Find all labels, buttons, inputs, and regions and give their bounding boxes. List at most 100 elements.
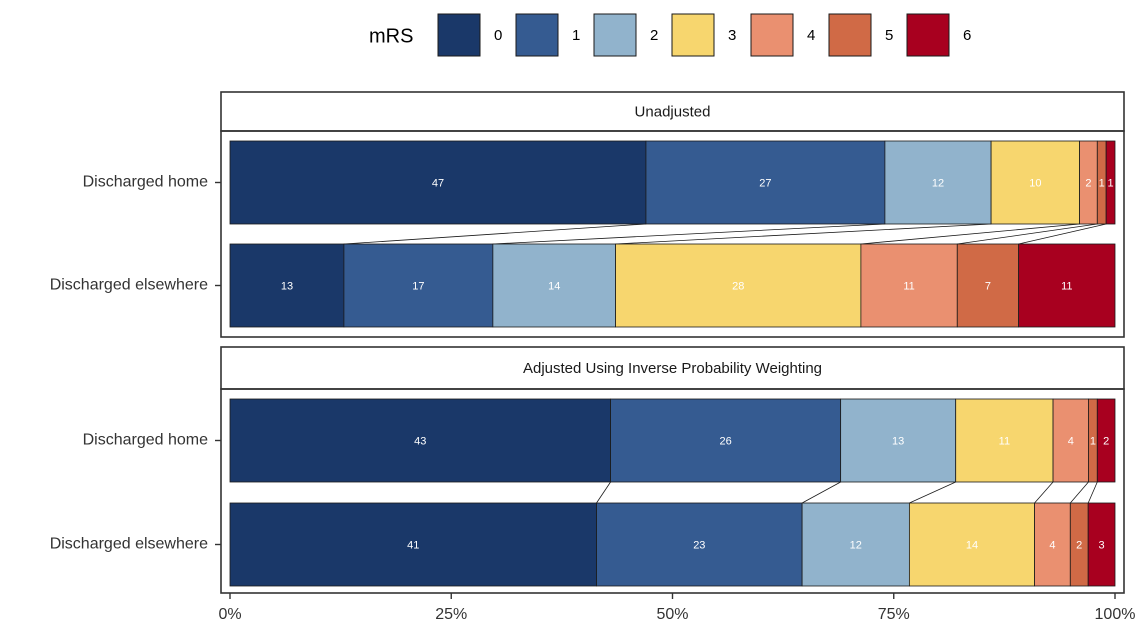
legend-label-6: 6 <box>963 27 971 44</box>
data-label: 2 <box>1085 177 1091 189</box>
legend-key-1 <box>515 13 559 57</box>
x-tick-label: 25% <box>435 606 467 623</box>
bar-row-discharged-elsewhere: 41 23 12 14 4 2 3 <box>229 502 1116 587</box>
bar-segment-mrs-2 <box>840 398 957 483</box>
bar-row-discharged-home: 47 27 12 10 2 1 1 <box>229 140 1116 225</box>
data-label: 17 <box>412 280 424 292</box>
bar-segment-mrs-6 <box>1105 140 1116 225</box>
data-label: 4 <box>1049 539 1055 551</box>
bar-segment-mrs-3 <box>908 502 1035 587</box>
data-label: 13 <box>892 435 904 447</box>
connector-line <box>343 223 646 245</box>
facet-strip <box>220 91 1125 132</box>
bar-segment-mrs-3 <box>955 398 1054 483</box>
data-label: 14 <box>966 539 978 551</box>
bar-segment-mrs-1 <box>610 398 842 483</box>
connector-line <box>1087 481 1098 504</box>
legend-item-6: 6 <box>906 13 971 57</box>
x-tick-label: 75% <box>878 606 910 623</box>
data-label: 13 <box>281 280 293 292</box>
bar-segment-mrs-4 <box>1052 398 1089 483</box>
legend-key-2 <box>593 13 637 57</box>
bar-row-discharged-home: 43 26 13 11 4 1 2 <box>229 398 1116 483</box>
bar-segment-mrs-2 <box>801 502 910 587</box>
connector-line <box>909 481 956 504</box>
data-label: 14 <box>548 280 560 292</box>
legend-label-2: 2 <box>650 27 658 44</box>
data-label: 2 <box>1103 435 1109 447</box>
y-category-label: Discharged elsewhere <box>50 277 208 294</box>
bar-segment-mrs-1 <box>343 243 494 328</box>
data-label: 1 <box>1108 177 1114 189</box>
legend-item-1: 1 <box>515 13 580 57</box>
x-tick-label: 0% <box>218 606 241 623</box>
data-label: 10 <box>1029 177 1041 189</box>
legend-label-1: 1 <box>572 27 580 44</box>
bar-segment-mrs-0 <box>229 140 647 225</box>
legend-key-6 <box>906 13 950 57</box>
y-category-label: Discharged home <box>83 174 209 191</box>
data-label: 11 <box>903 280 914 292</box>
legend-item-5: 5 <box>828 13 893 57</box>
data-label: 11 <box>999 435 1010 447</box>
bar-segment-mrs-6 <box>1018 243 1116 328</box>
facet-strip <box>220 346 1125 390</box>
bar-segment-mrs-0 <box>229 398 611 483</box>
data-label: 28 <box>732 280 744 292</box>
data-label: 2 <box>1076 539 1082 551</box>
connector-line <box>1034 481 1054 504</box>
connector-line <box>957 223 1098 245</box>
legend-label-5: 5 <box>885 27 893 44</box>
bar-row-discharged-elsewhere: 13 17 14 28 11 7 11 <box>229 243 1116 328</box>
legend-title: mRS <box>369 25 413 47</box>
data-label: 23 <box>693 539 705 551</box>
data-label: 27 <box>759 177 771 189</box>
connector-line <box>615 223 992 245</box>
bar-segment-mrs-6 <box>1096 398 1116 483</box>
data-label: 41 <box>407 539 419 551</box>
bar-segment-mrs-0 <box>229 502 597 587</box>
connector-line <box>1070 481 1089 504</box>
x-axis: 0% 25% 50% 75% 100% <box>218 593 1135 623</box>
connector-line <box>596 481 611 504</box>
data-label: 1 <box>1099 177 1105 189</box>
data-label: 1 <box>1090 435 1096 447</box>
bar-segment-mrs-5 <box>956 243 1020 328</box>
bar-segment-mrs-4 <box>1034 502 1071 587</box>
bar-segment-mrs-3 <box>990 140 1080 225</box>
legend-item-0: 0 <box>437 13 502 57</box>
legend-key-0 <box>437 13 481 57</box>
facet-title: Adjusted Using Inverse Probability Weigh… <box>523 360 822 377</box>
legend-key-4 <box>750 13 794 57</box>
bar-segment-mrs-2 <box>492 243 616 328</box>
data-label: 26 <box>719 435 731 447</box>
legend: mRS 0 1 2 3 4 5 6 <box>369 13 971 57</box>
data-label: 3 <box>1099 539 1105 551</box>
legend-label-4: 4 <box>807 27 815 44</box>
connector-line <box>492 223 885 245</box>
bar-segment-mrs-6 <box>1087 502 1116 587</box>
panel-2: Adjusted Using Inverse Probability Weigh… <box>50 346 1125 594</box>
x-tick-label: 100% <box>1095 606 1136 623</box>
bar-segment-mrs-1 <box>645 140 886 225</box>
connector-line <box>1018 223 1107 245</box>
bar-segment-mrs-0 <box>229 243 345 328</box>
data-label: 12 <box>932 177 944 189</box>
legend-item-3: 3 <box>671 13 736 57</box>
bar-segment-mrs-2 <box>884 140 992 225</box>
data-label: 7 <box>985 280 991 292</box>
legend-item-2: 2 <box>593 13 658 57</box>
legend-key-5 <box>828 13 872 57</box>
y-category-label: Discharged elsewhere <box>50 536 208 553</box>
facet-title: Unadjusted <box>635 103 711 120</box>
data-label: 11 <box>1061 280 1072 292</box>
connector-line <box>860 223 1080 245</box>
data-label: 4 <box>1068 435 1074 447</box>
data-label: 43 <box>414 435 426 447</box>
legend-item-4: 4 <box>750 13 815 57</box>
connector-line <box>801 481 841 504</box>
data-label: 47 <box>432 177 444 189</box>
legend-label-3: 3 <box>728 27 736 44</box>
